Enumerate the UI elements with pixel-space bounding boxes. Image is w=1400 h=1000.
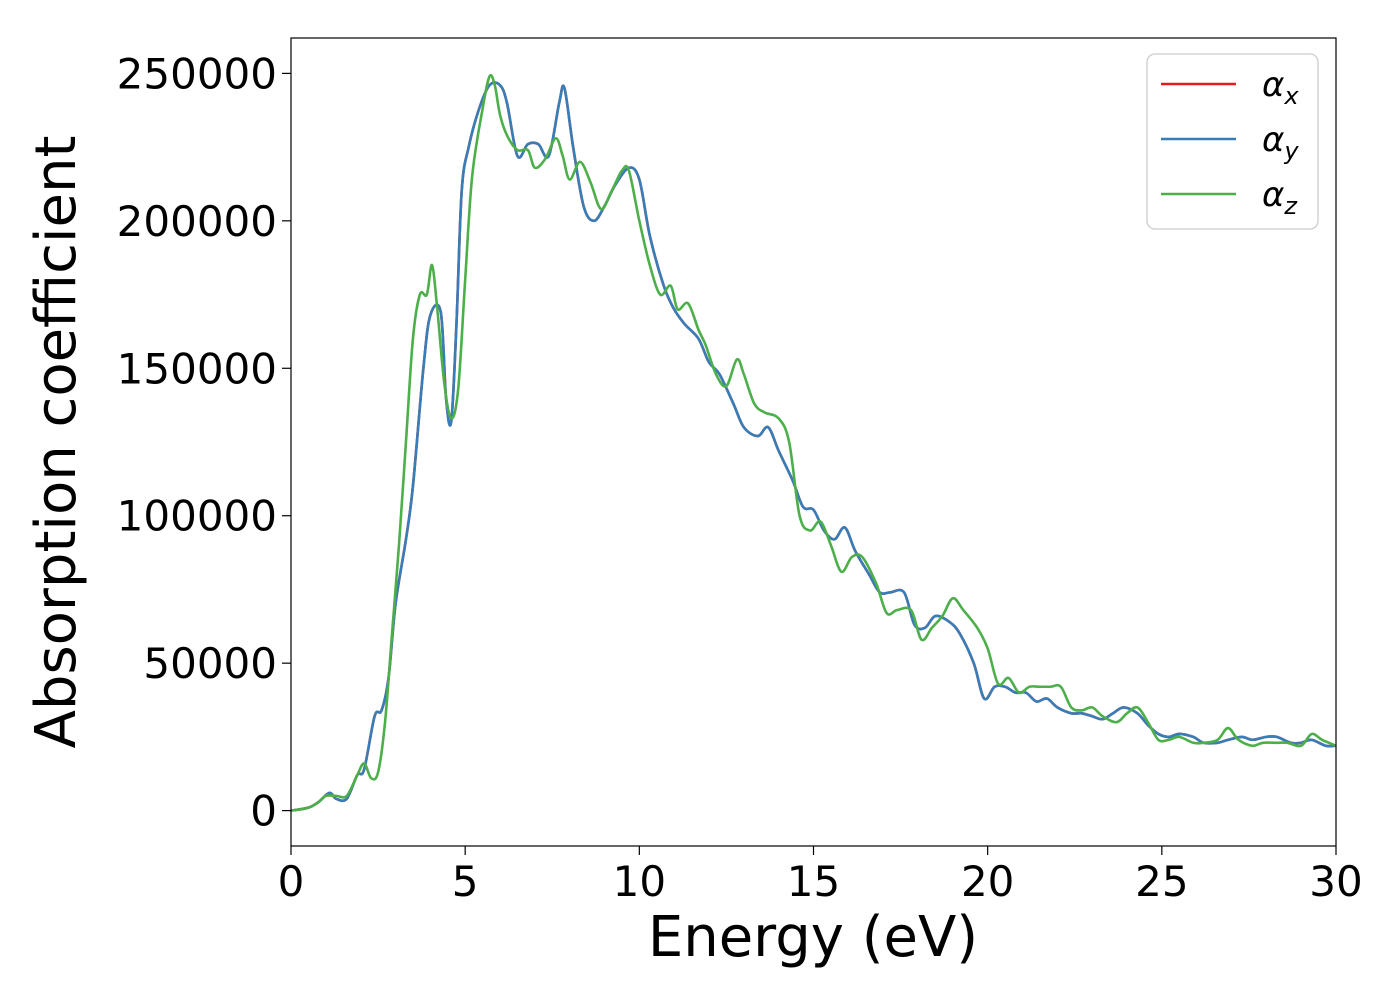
x-axis-label: Energy (eV) — [648, 905, 978, 970]
series-lines — [291, 73, 1336, 812]
series-line-z — [291, 73, 1336, 812]
x-tick-label: 25 — [1135, 857, 1188, 906]
legend-label-z: αz — [1262, 175, 1298, 220]
y-tick-label: 250000 — [117, 49, 277, 98]
legend-label-x: αx — [1262, 65, 1299, 110]
y-tick-label: 50000 — [143, 639, 277, 688]
y-tick-label: 100000 — [117, 492, 277, 541]
x-tick-label: 30 — [1309, 857, 1362, 906]
legend: αx αy αz — [1146, 53, 1319, 230]
legend-label-y: αy — [1262, 120, 1299, 165]
x-tick-label: 10 — [613, 857, 666, 906]
x-tick-label: 15 — [787, 857, 840, 906]
x-tick-label: 5 — [452, 857, 479, 906]
series-line-y — [291, 81, 1336, 812]
x-tick-label: 20 — [961, 857, 1014, 906]
y-tick-label: 200000 — [117, 197, 277, 246]
x-tick-label: 0 — [278, 857, 305, 906]
y-tick-label: 0 — [250, 787, 277, 836]
y-axis-label: Absorption coefficient — [24, 136, 89, 749]
x-axis-ticks: 0 5 10 15 20 25 30 — [278, 846, 1363, 906]
y-axis-ticks: 0 50000 100000 150000 200000 250000 — [117, 49, 291, 836]
y-tick-label: 150000 — [117, 344, 277, 393]
legend-box — [1146, 53, 1319, 230]
